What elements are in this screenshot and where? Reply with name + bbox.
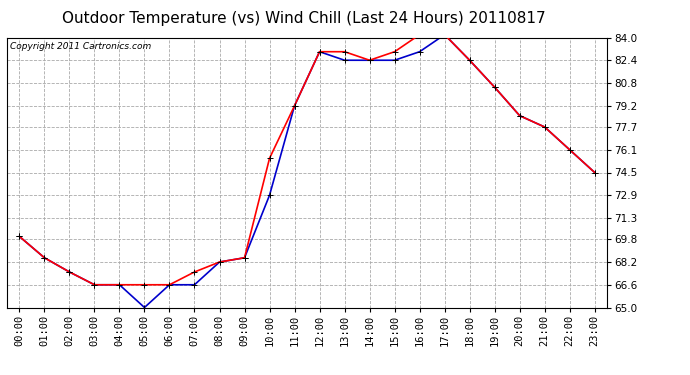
- Text: Outdoor Temperature (vs) Wind Chill (Last 24 Hours) 20110817: Outdoor Temperature (vs) Wind Chill (Las…: [62, 11, 545, 26]
- Text: Copyright 2011 Cartronics.com: Copyright 2011 Cartronics.com: [10, 42, 151, 51]
